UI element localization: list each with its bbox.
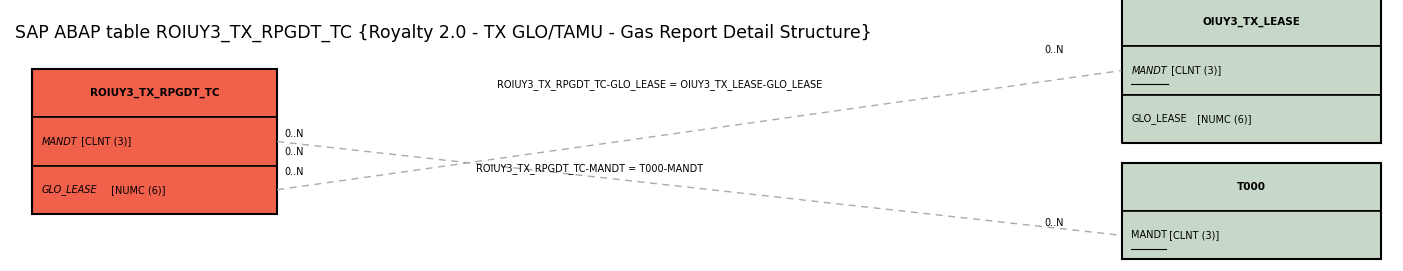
- Bar: [1121, 95, 1381, 143]
- Bar: [1121, 0, 1381, 46]
- Text: MANDT: MANDT: [42, 137, 77, 147]
- Text: 0..N: 0..N: [1045, 218, 1063, 228]
- Bar: [1121, 211, 1381, 259]
- Text: 0..N: 0..N: [285, 147, 303, 157]
- Text: ROIUY3_TX_RPGDT_TC-GLO_LEASE = OIUY3_TX_LEASE-GLO_LEASE: ROIUY3_TX_RPGDT_TC-GLO_LEASE = OIUY3_TX_…: [497, 79, 822, 90]
- Text: [NUMC (6)]: [NUMC (6)]: [1194, 114, 1251, 124]
- Text: ROIUY3_TX_RPGDT_TC: ROIUY3_TX_RPGDT_TC: [90, 88, 219, 98]
- Bar: [32, 69, 278, 214]
- Bar: [1121, 163, 1381, 211]
- Bar: [32, 117, 278, 166]
- Text: [CLNT (3)]: [CLNT (3)]: [1167, 66, 1221, 76]
- Text: [NUMC (6)]: [NUMC (6)]: [108, 185, 166, 195]
- Text: OIUY3_TX_LEASE: OIUY3_TX_LEASE: [1202, 17, 1301, 27]
- Text: SAP ABAP table ROIUY3_TX_RPGDT_TC {Royalty 2.0 - TX GLO/TAMU - Gas Report Detail: SAP ABAP table ROIUY3_TX_RPGDT_TC {Royal…: [15, 24, 873, 42]
- Text: ROIUY3_TX_RPGDT_TC-MANDT = T000-MANDT: ROIUY3_TX_RPGDT_TC-MANDT = T000-MANDT: [476, 163, 703, 174]
- Bar: [1121, 0, 1381, 143]
- Text: [CLNT (3)]: [CLNT (3)]: [79, 137, 132, 147]
- Text: 0..N: 0..N: [285, 167, 303, 177]
- Text: 0..N: 0..N: [1045, 45, 1063, 55]
- Bar: [32, 166, 278, 214]
- Bar: [32, 69, 278, 117]
- Text: T000: T000: [1236, 182, 1266, 192]
- Text: MANDT: MANDT: [1131, 230, 1167, 240]
- Text: [CLNT (3)]: [CLNT (3)]: [1166, 230, 1219, 240]
- Text: GLO_LEASE: GLO_LEASE: [42, 184, 98, 195]
- Text: GLO_LEASE: GLO_LEASE: [1131, 113, 1187, 124]
- Bar: [1121, 46, 1381, 95]
- Text: 0..N: 0..N: [285, 129, 303, 139]
- Text: MANDT: MANDT: [1131, 66, 1167, 76]
- Bar: [1121, 163, 1381, 259]
